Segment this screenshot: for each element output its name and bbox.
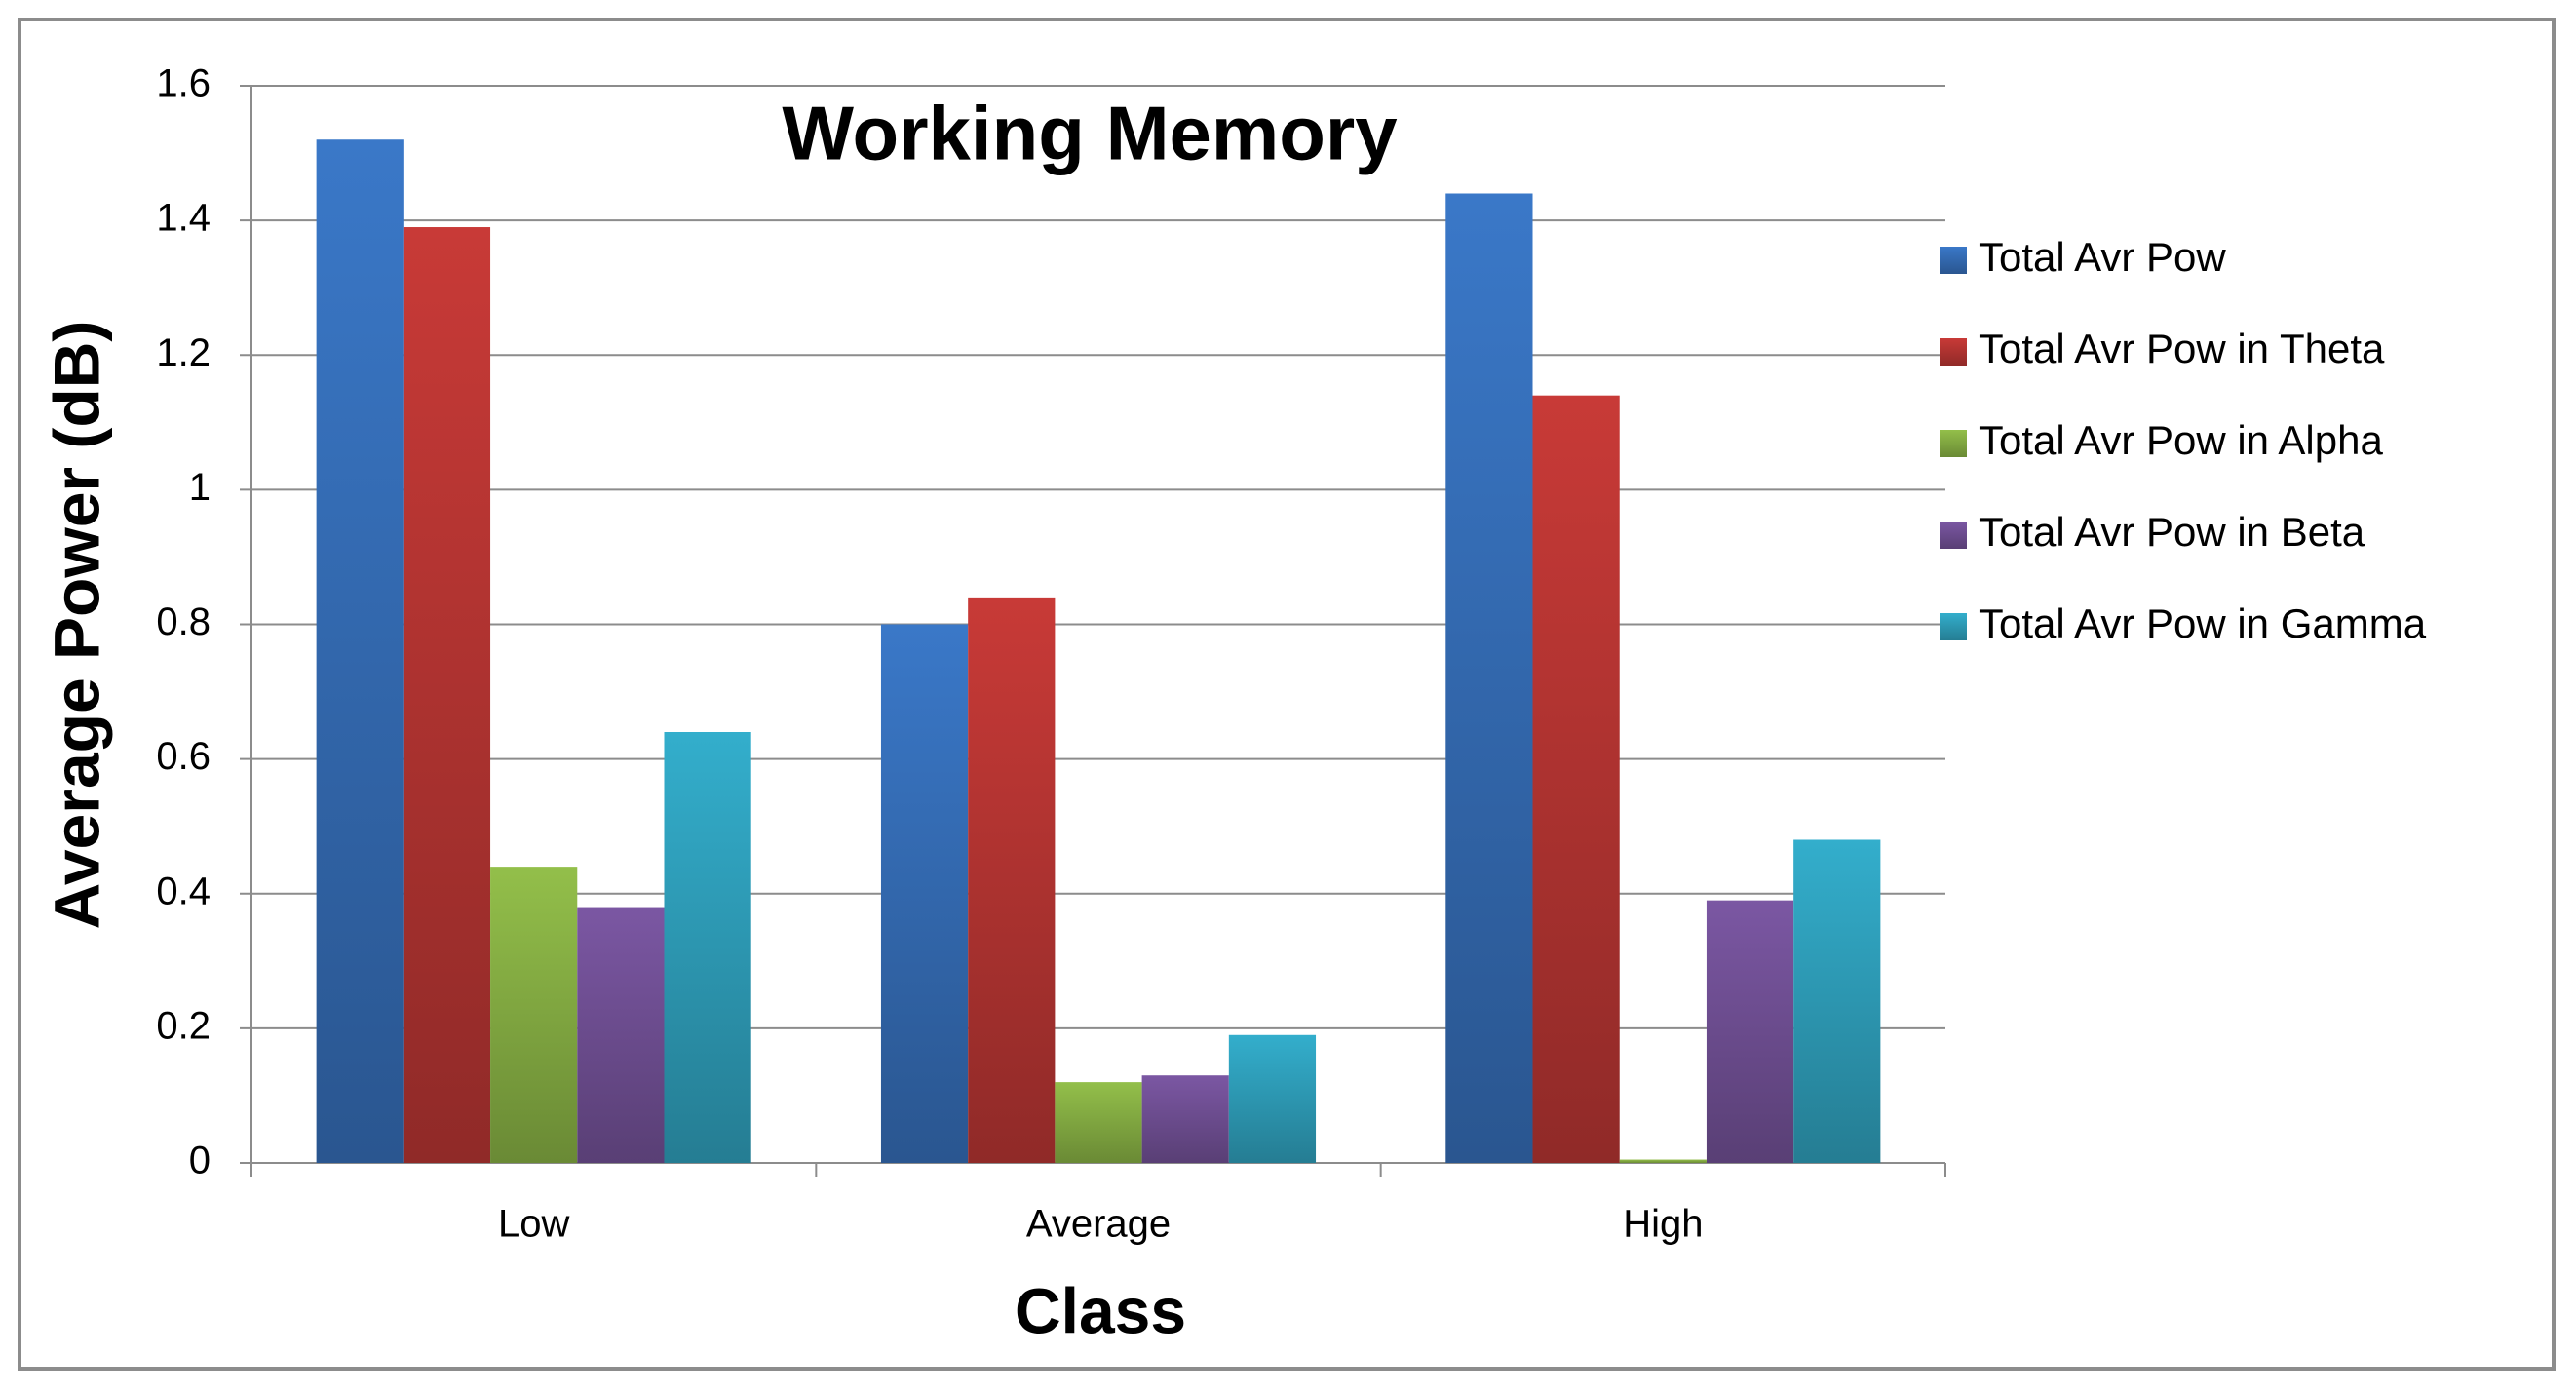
y-tick-label: 1.2 xyxy=(156,331,211,374)
chart-title: Working Memory xyxy=(782,91,1397,176)
bar xyxy=(1619,1159,1707,1163)
x-tick-label: Low xyxy=(498,1203,569,1246)
bar xyxy=(316,139,404,1163)
x-tick-label: Average xyxy=(1026,1203,1171,1246)
bar xyxy=(403,227,491,1163)
x-tick-label: High xyxy=(1623,1203,1703,1246)
legend-label: Total Avr Pow in Theta xyxy=(1979,326,2385,371)
legend-label: Total Avr Pow in Beta xyxy=(1979,509,2365,555)
y-tick-label: 0 xyxy=(189,1140,211,1182)
legend-label: Total Avr Pow xyxy=(1979,234,2226,280)
y-tick-label: 0.2 xyxy=(156,1004,211,1047)
legend-swatch xyxy=(1940,522,1967,549)
bar xyxy=(1228,1034,1317,1163)
bar xyxy=(1532,395,1620,1163)
bar xyxy=(664,732,751,1163)
bar xyxy=(1793,839,1881,1163)
bar xyxy=(968,597,1056,1163)
x-axis-label: Class xyxy=(1015,1274,1186,1346)
legend-swatch xyxy=(1940,338,1967,366)
bar xyxy=(1445,193,1533,1163)
legend-label: Total Avr Pow in Gamma xyxy=(1979,600,2427,646)
y-tick-label: 0.4 xyxy=(156,870,211,912)
bar xyxy=(880,624,969,1163)
bar xyxy=(1055,1082,1142,1163)
legend-label: Total Avr Pow in Alpha xyxy=(1979,417,2383,463)
y-axis-label: Average Power (dB) xyxy=(40,321,112,930)
y-tick-label: 1.6 xyxy=(156,62,211,105)
y-tick-label: 1 xyxy=(189,466,211,509)
y-tick-label: 0.6 xyxy=(156,735,211,778)
legend-swatch xyxy=(1940,430,1967,457)
bar xyxy=(1706,900,1794,1163)
bar xyxy=(577,907,665,1163)
bar xyxy=(1141,1075,1229,1163)
y-tick-label: 1.4 xyxy=(156,197,211,240)
legend-swatch xyxy=(1940,247,1967,274)
y-tick-label: 0.8 xyxy=(156,600,211,643)
legend-swatch xyxy=(1940,613,1967,640)
bar xyxy=(490,867,578,1163)
